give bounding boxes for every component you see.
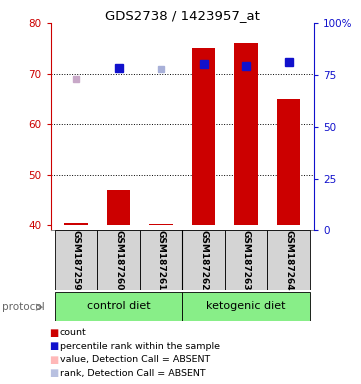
Text: percentile rank within the sample: percentile rank within the sample xyxy=(60,342,219,351)
Text: control diet: control diet xyxy=(87,301,151,311)
Bar xyxy=(149,224,173,225)
Text: count: count xyxy=(60,328,86,338)
Bar xyxy=(107,190,130,225)
Bar xyxy=(267,230,310,290)
Text: GSM187259: GSM187259 xyxy=(71,230,81,290)
Text: GSM187260: GSM187260 xyxy=(114,230,123,290)
Bar xyxy=(55,230,97,290)
Bar xyxy=(277,99,300,225)
Text: GSM187262: GSM187262 xyxy=(199,230,208,290)
Text: ■: ■ xyxy=(49,368,58,378)
Bar xyxy=(182,292,310,321)
Bar xyxy=(64,223,88,225)
Text: GSM187263: GSM187263 xyxy=(242,230,251,290)
Text: rank, Detection Call = ABSENT: rank, Detection Call = ABSENT xyxy=(60,369,205,378)
Text: ■: ■ xyxy=(49,341,58,351)
Title: GDS2738 / 1423957_at: GDS2738 / 1423957_at xyxy=(105,9,260,22)
Text: protocol: protocol xyxy=(2,302,44,312)
Bar xyxy=(140,230,182,290)
Text: ■: ■ xyxy=(49,328,58,338)
Bar xyxy=(55,292,182,321)
Text: ■: ■ xyxy=(49,355,58,365)
Text: ketogenic diet: ketogenic diet xyxy=(206,301,286,311)
Bar xyxy=(225,230,267,290)
Bar xyxy=(234,43,258,225)
Text: value, Detection Call = ABSENT: value, Detection Call = ABSENT xyxy=(60,355,210,364)
Bar xyxy=(182,230,225,290)
Bar xyxy=(192,48,215,225)
Text: GSM187261: GSM187261 xyxy=(157,230,166,290)
Bar xyxy=(97,230,140,290)
Text: GSM187264: GSM187264 xyxy=(284,230,293,290)
